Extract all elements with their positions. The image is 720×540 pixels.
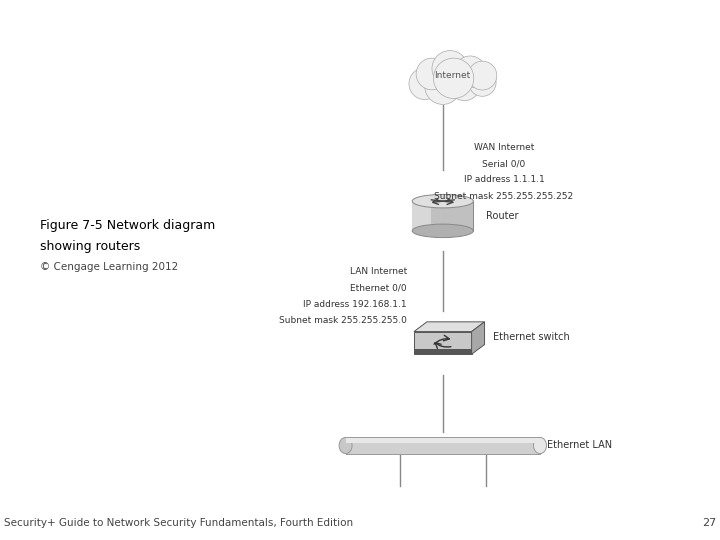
Text: showing routers: showing routers bbox=[40, 240, 140, 253]
Ellipse shape bbox=[416, 58, 448, 90]
Text: Subnet mask 255.255.255.0: Subnet mask 255.255.255.0 bbox=[279, 316, 407, 325]
Text: Subnet mask 255.255.255.252: Subnet mask 255.255.255.252 bbox=[434, 192, 574, 201]
Text: IP address 1.1.1.1: IP address 1.1.1.1 bbox=[464, 176, 544, 185]
Bar bbox=[414, 349, 472, 354]
Bar bbox=[412, 201, 474, 231]
Ellipse shape bbox=[339, 437, 352, 454]
Text: Router: Router bbox=[486, 211, 518, 221]
Ellipse shape bbox=[469, 69, 496, 96]
Text: 27: 27 bbox=[702, 518, 716, 528]
Text: Internet: Internet bbox=[434, 71, 470, 80]
Bar bbox=[346, 438, 540, 443]
Polygon shape bbox=[414, 322, 485, 332]
Ellipse shape bbox=[534, 437, 546, 454]
Ellipse shape bbox=[412, 194, 474, 208]
FancyBboxPatch shape bbox=[412, 201, 431, 231]
Ellipse shape bbox=[425, 69, 461, 104]
Text: Ethernet LAN: Ethernet LAN bbox=[547, 441, 612, 450]
Text: WAN Internet: WAN Internet bbox=[474, 143, 534, 152]
FancyBboxPatch shape bbox=[414, 332, 472, 354]
Ellipse shape bbox=[432, 51, 468, 86]
Text: © Cengage Learning 2012: © Cengage Learning 2012 bbox=[40, 262, 178, 272]
Polygon shape bbox=[472, 322, 485, 354]
Text: Ethernet switch: Ethernet switch bbox=[493, 333, 570, 342]
Text: Ethernet 0/0: Ethernet 0/0 bbox=[350, 284, 407, 293]
Ellipse shape bbox=[468, 61, 497, 90]
Text: Serial 0/0: Serial 0/0 bbox=[482, 159, 526, 168]
Bar bbox=[346, 437, 540, 454]
Ellipse shape bbox=[454, 56, 486, 87]
Ellipse shape bbox=[412, 224, 474, 238]
Text: Figure 7-5 Network diagram: Figure 7-5 Network diagram bbox=[40, 219, 215, 232]
Text: LAN Internet: LAN Internet bbox=[349, 267, 407, 276]
Ellipse shape bbox=[409, 68, 441, 99]
Ellipse shape bbox=[433, 58, 474, 98]
Text: IP address 192.168.1.1: IP address 192.168.1.1 bbox=[303, 300, 407, 309]
Ellipse shape bbox=[449, 69, 480, 100]
Text: Security+ Guide to Network Security Fundamentals, Fourth Edition: Security+ Guide to Network Security Fund… bbox=[4, 518, 353, 528]
